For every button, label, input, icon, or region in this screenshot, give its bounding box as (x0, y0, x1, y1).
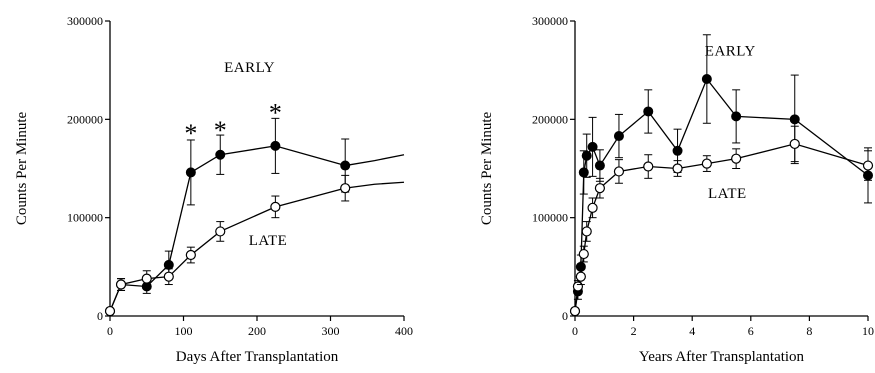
chart-panel-right: 0 2 4 6 8 10 0 100000 200000 300000 Years After Tr… (479, 14, 874, 365)
data-point-open (789, 138, 800, 150)
x-tick-label: 4 (689, 324, 695, 338)
data-point-open (104, 305, 116, 317)
data-point-filled (163, 259, 174, 270)
series-line-tail (345, 181, 405, 189)
data-point-filled (789, 114, 800, 125)
data-point-filled (587, 141, 598, 152)
series-label: EARLY (224, 60, 275, 76)
data-point-filled (581, 150, 592, 161)
y-tick-label: 200000 (532, 112, 568, 126)
x-axis-label: Years After Transplantation (639, 349, 805, 365)
y-tick-label: 300000 (532, 14, 568, 28)
y-tick-label: 100000 (67, 211, 103, 225)
x-tick-label: 100 (175, 324, 193, 338)
series-line-tail (345, 154, 405, 167)
y-axis-label: Counts Per Minute (479, 111, 495, 225)
series-late (104, 174, 405, 317)
data-point-open (578, 248, 589, 260)
series-line (109, 187, 346, 312)
x-tick-label: 400 (395, 324, 413, 338)
chart-panel-left: 0 100 200 300 400 0 100000 200000 300000 Days Aft… (14, 14, 413, 365)
data-point-filled (731, 111, 742, 122)
data-point-filled (185, 167, 196, 178)
y-tick-label: 100000 (532, 211, 568, 225)
x-tick-label: 8 (806, 324, 812, 338)
data-point-open (185, 249, 196, 261)
data-point-open (215, 226, 226, 237)
data-point-open (115, 279, 127, 290)
data-point-open (141, 273, 152, 284)
data-point-open (643, 161, 654, 172)
data-point-open (163, 271, 174, 282)
data-point-filled (672, 145, 683, 156)
data-point-open (340, 183, 351, 194)
data-point-open (613, 166, 625, 177)
data-point-open (587, 202, 598, 213)
x-tick-label: 6 (748, 324, 754, 338)
y-axis-label: Counts Per Minute (14, 111, 30, 225)
data-point-open (672, 163, 683, 174)
x-tick-label: 200 (248, 324, 266, 338)
y-tick-label: 0 (562, 309, 568, 323)
series-label: LATE (249, 233, 288, 249)
x-tick-label: 10 (862, 324, 874, 338)
significance-asterisk: * (269, 98, 282, 127)
data-point-open (575, 271, 586, 282)
y-tick-label: 200000 (67, 112, 103, 126)
x-tick-label: 0 (572, 324, 578, 338)
x-tick-label: 0 (107, 324, 113, 338)
data-point-open (270, 201, 281, 212)
data-point-open (701, 158, 712, 169)
data-point-open (581, 226, 592, 237)
data-point-filled (701, 74, 712, 85)
series-early (105, 117, 405, 317)
data-point-filled (594, 160, 605, 171)
data-point-open (594, 183, 606, 194)
x-tick-label: 300 (322, 324, 340, 338)
data-point-filled (270, 140, 281, 151)
series-label: EARLY (705, 43, 756, 59)
significance-asterisk: * (214, 116, 227, 145)
series-label: LATE (708, 186, 747, 202)
y-tick-label: 300000 (67, 14, 103, 28)
series-late (569, 125, 874, 317)
significance-asterisk: * (184, 119, 197, 148)
data-point-open (569, 305, 581, 317)
data-point-filled (215, 149, 226, 160)
x-tick-label: 2 (631, 324, 637, 338)
data-point-open (862, 160, 874, 171)
data-point-filled (613, 131, 624, 142)
data-point-filled (340, 160, 351, 171)
y-tick-label: 0 (97, 309, 103, 323)
x-axis-label: Days After Transplantation (176, 349, 339, 365)
data-point-filled (643, 106, 654, 117)
data-point-open (731, 153, 742, 164)
